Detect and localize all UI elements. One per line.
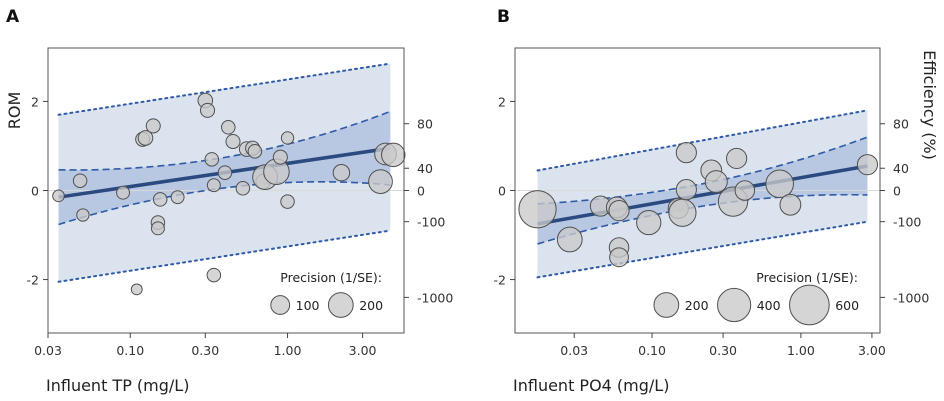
legend: Precision (1/SE): 200 100 <box>270 270 383 318</box>
x-tick-label: 3.00 <box>349 343 377 358</box>
confidence-upper-line <box>58 110 391 171</box>
data-point <box>556 226 583 253</box>
legend-bubble <box>717 287 752 323</box>
legend-bubble <box>270 295 291 315</box>
x-axis-title: Influent TP (mg/L) <box>46 376 189 395</box>
panel-label: B <box>497 7 510 27</box>
prediction-lower-line <box>536 220 869 279</box>
data-point <box>636 209 662 236</box>
right-y-tick-label: 0 <box>893 184 901 199</box>
legend-bubble <box>327 292 354 318</box>
x-tick-label: 0.10 <box>116 343 144 358</box>
data-point <box>726 147 748 170</box>
data-point <box>225 133 241 150</box>
data-point <box>368 169 393 194</box>
right-y-tick-label: 40 <box>893 161 909 176</box>
confidence-lower-line <box>537 193 868 245</box>
data-point <box>116 185 131 200</box>
prediction-upper-line <box>536 109 869 172</box>
data-point <box>518 190 557 229</box>
data-point <box>235 181 251 196</box>
data-point <box>247 144 263 159</box>
legend-label: 200 <box>359 298 383 313</box>
data-point <box>734 180 756 201</box>
legend: Precision (1/SE): 600 400 200 <box>653 270 859 326</box>
data-point <box>200 102 216 118</box>
x-tick-label: 0.03 <box>34 343 62 358</box>
data-point <box>609 247 629 268</box>
data-point <box>765 169 794 199</box>
data-point <box>76 208 90 222</box>
legend-label: 600 <box>835 298 859 313</box>
data-point <box>52 189 65 203</box>
legend-label: 400 <box>757 298 781 313</box>
right-y-axis-title: Efficiency (%) <box>920 50 939 160</box>
data-point <box>204 152 220 167</box>
panel-b: 0.03 0.10 0.30 1.00 3.00-20280400-100-1000In… <box>494 7 939 395</box>
right-y-tick-label: -100 <box>417 215 445 230</box>
prediction-lower-line <box>57 229 392 283</box>
legend-title: Precision (1/SE): <box>756 270 858 285</box>
x-tick-label: 3.00 <box>858 343 886 358</box>
data-point <box>72 173 88 188</box>
x-tick-label: 0.30 <box>709 343 737 358</box>
data-point <box>217 165 233 180</box>
panel-label: A <box>6 7 20 27</box>
data-point <box>608 199 630 222</box>
y-tick-label: 0 <box>498 184 506 199</box>
y-tick-label: 2 <box>498 94 506 109</box>
data-point <box>280 131 295 145</box>
right-y-tick-label: 80 <box>893 117 909 132</box>
data-point <box>779 193 802 216</box>
data-point <box>145 118 161 134</box>
data-point <box>206 267 222 283</box>
x-tick-label: 1.00 <box>787 343 815 358</box>
data-point <box>675 179 697 201</box>
y-axis-title: ROM <box>5 92 24 130</box>
data-point <box>137 130 154 146</box>
data-point <box>272 149 288 165</box>
right-y-tick-label: 40 <box>417 161 433 176</box>
right-y-tick-label: 0 <box>417 184 425 199</box>
right-y-tick-label: -1000 <box>417 290 453 305</box>
x-tick-label: 0.03 <box>560 343 588 358</box>
data-point <box>150 221 165 236</box>
data-point <box>381 142 406 168</box>
legend-bubble <box>653 292 680 318</box>
legend-bubble <box>789 284 830 326</box>
y-tick-label: 0 <box>31 184 39 199</box>
confidence-lower-line <box>58 181 391 226</box>
x-tick-label: 0.10 <box>638 343 666 358</box>
data-point <box>152 192 168 207</box>
data-point <box>130 283 143 296</box>
data-point <box>332 163 351 182</box>
right-y-tick-label: 80 <box>417 117 433 132</box>
data-point <box>668 198 697 227</box>
y-tick-label: -2 <box>494 273 506 288</box>
data-point <box>280 194 295 209</box>
regression-line <box>537 164 868 226</box>
x-tick-label: 0.30 <box>191 343 219 358</box>
legend-label: 200 <box>685 298 709 313</box>
y-tick-label: -2 <box>27 273 39 288</box>
data-point <box>221 120 236 135</box>
data-point <box>704 170 728 194</box>
y-tick-label: 2 <box>31 94 39 109</box>
data-point <box>206 178 221 193</box>
legend-title: Precision (1/SE): <box>280 270 382 285</box>
x-tick-label: 1.00 <box>274 343 302 358</box>
prediction-upper-line <box>57 62 392 116</box>
x-axis-title: Influent PO4 (mg/L) <box>513 376 669 395</box>
data-point <box>856 154 879 176</box>
panel-a: 0.03 0.10 0.30 1.00 3.00 -2 0 2 80 40 0 -100 -1000 In… <box>5 7 453 395</box>
right-y-tick-label: -100 <box>893 215 921 230</box>
data-point <box>675 142 697 164</box>
right-y-tick-label: -1000 <box>893 290 929 305</box>
legend-label: 100 <box>296 298 320 313</box>
data-point <box>170 190 185 205</box>
